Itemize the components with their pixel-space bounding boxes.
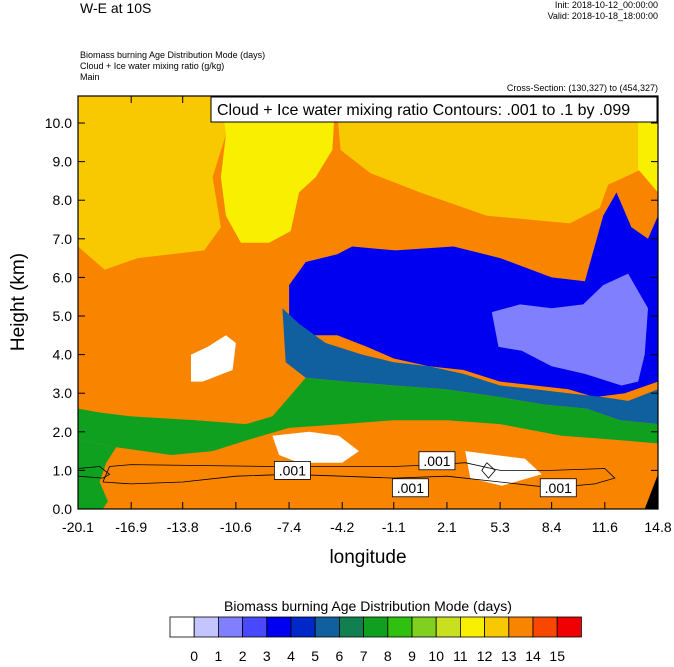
y-tick-label: 8.0 <box>53 192 73 208</box>
x-tick-label: -10.6 <box>220 519 252 535</box>
colorbar-swatch <box>290 616 316 638</box>
x-tick-label: -1.1 <box>382 519 406 535</box>
x-tick-label: 14.8 <box>644 519 671 535</box>
x-tick-label: 8.4 <box>542 519 562 535</box>
colorbar-swatch <box>169 616 195 638</box>
colorbar: 0 1 2 3 4 5 6 7 8 9 10 11 12 13 14 15 <box>169 616 582 664</box>
y-tick-label: 3.0 <box>53 385 73 401</box>
run-info: Init: 2018-10-12_00:00:00 Valid: 2018-10… <box>548 0 658 22</box>
x-tick-label: 11.6 <box>592 519 618 535</box>
x-tick-label: -20.1 <box>62 519 94 535</box>
colorbar-swatch <box>217 616 243 638</box>
y-tick-label: 0.0 <box>53 501 73 517</box>
field-1: Biomass burning Age Distribution Mode (d… <box>80 50 266 60</box>
colorbar-label: 7 <box>360 648 368 664</box>
colorbar-label: 14 <box>525 648 541 664</box>
cloud-contour-line-2 <box>481 462 496 479</box>
y-tick-label: 4.0 <box>53 347 73 363</box>
field-region-white-blob-east <box>465 451 542 486</box>
y-tick-label: 10.0 <box>45 115 72 131</box>
colorbar-label: 1 <box>215 648 223 664</box>
colorbar-label: 4 <box>287 648 295 664</box>
colorbar-swatch <box>556 616 582 638</box>
colorbar-swatch <box>532 616 558 638</box>
colorbar-label: 3 <box>263 648 271 664</box>
field-region-low-green-band <box>78 377 658 455</box>
colorbar-label: 11 <box>453 648 468 664</box>
colorbar-label: 13 <box>501 648 517 664</box>
contour-value-label: .001 <box>273 461 311 480</box>
colorbar-swatch <box>266 616 292 638</box>
filled-field <box>78 96 658 509</box>
y-tick-label: 5.0 <box>53 308 73 324</box>
y-axis-label: Height (km) <box>8 253 29 351</box>
colorbar-label: 0 <box>190 648 198 664</box>
colorbar-label: 15 <box>549 648 565 664</box>
colorbar-swatch <box>484 616 510 638</box>
y-tick-label: 6.0 <box>53 269 73 285</box>
plot-title: W-E at 10S <box>80 0 152 16</box>
colorbar-label: 9 <box>408 648 416 664</box>
colorbar-label: 12 <box>477 648 493 664</box>
colorbar-swatch <box>242 616 268 638</box>
colorbar-swatch <box>314 616 340 638</box>
colorbar-swatch <box>435 616 461 638</box>
field-region-mid-teal <box>282 308 658 425</box>
cross-section-info: Cross-Section: (130,327) to (454,327) <box>506 83 658 93</box>
axes: 0.0 1.0 2.0 3.0 4.0 5.0 6.0 7.0 8.0 9.0 10.0 -20.1 -… <box>45 96 672 535</box>
cloud-contour-line-0 <box>102 462 616 489</box>
contour-value-text: .001 <box>397 480 424 496</box>
colorbar-swatch <box>508 616 534 638</box>
contour-info-text: Cloud + Ice water mixing ratio Contours:… <box>217 102 630 119</box>
x-tick-label: -4.2 <box>330 519 354 535</box>
colorbar-swatch <box>363 616 389 638</box>
y-tick-label: 1.0 <box>53 462 73 478</box>
field-region-white-blob-west <box>191 335 236 382</box>
colorbar-label: 8 <box>384 648 392 664</box>
field-region-upper-mid-yellow <box>220 96 336 243</box>
colorbar-title: Biomass burning Age Distribution Mode (d… <box>224 598 512 614</box>
field-list: Biomass burning Age Distribution Mode (d… <box>80 50 265 83</box>
cloud-contour-line-1 <box>78 466 111 479</box>
colorbar-label: 10 <box>428 648 444 664</box>
field-region-upper-right-old <box>335 96 658 224</box>
contour-value-text: .001 <box>279 462 306 478</box>
x-tick-label: -16.9 <box>115 519 147 535</box>
valid-time: Valid: 2018-10-18_18:00:00 <box>547 11 658 21</box>
field-3: Main <box>80 72 100 82</box>
x-tick-label: -13.8 <box>167 519 199 535</box>
colorbar-swatch <box>411 616 437 638</box>
y-tick-label: 9.0 <box>53 154 73 170</box>
init-time: Init: 2018-10-12_00:00:00 <box>554 0 658 10</box>
colorbar-swatch <box>459 616 485 638</box>
field-region-se-dark <box>644 474 658 509</box>
field-region-east-light-blue <box>491 273 648 386</box>
colorbar-label: 5 <box>311 648 319 664</box>
field-region-white-blob-center <box>272 431 359 463</box>
colorbar-swatch <box>387 616 413 638</box>
colorbar-label: 2 <box>239 648 247 664</box>
y-tick-label: 2.0 <box>53 424 73 440</box>
x-axis-label: longitude <box>329 547 406 568</box>
contour-value-label: .001 <box>418 451 456 471</box>
contour-value-label: .001 <box>391 478 429 498</box>
x-tick-label: 2.1 <box>437 519 457 535</box>
contour-value-text: .001 <box>545 480 572 496</box>
contour-value-text: .001 <box>423 453 450 469</box>
x-tick-label: 5.3 <box>490 519 510 535</box>
contour-value-label: .001 <box>539 478 577 498</box>
contour-info-box: Cloud + Ice water mixing ratio Contours:… <box>210 96 658 123</box>
x-tick-label: -7.4 <box>277 519 301 535</box>
contour-lines: .001 .001 .001 .001 <box>78 451 616 498</box>
colorbar-swatch <box>193 616 219 638</box>
colorbar-swatch <box>338 616 364 638</box>
plot-frame <box>77 95 659 510</box>
y-tick-label: 7.0 <box>53 231 73 247</box>
field-region-left-green-lower <box>78 439 117 509</box>
field-region-upper-left-old <box>78 96 271 270</box>
colorbar-label: 6 <box>336 648 344 664</box>
field-2: Cloud + Ice water mixing ratio (g/kg) <box>80 61 225 71</box>
